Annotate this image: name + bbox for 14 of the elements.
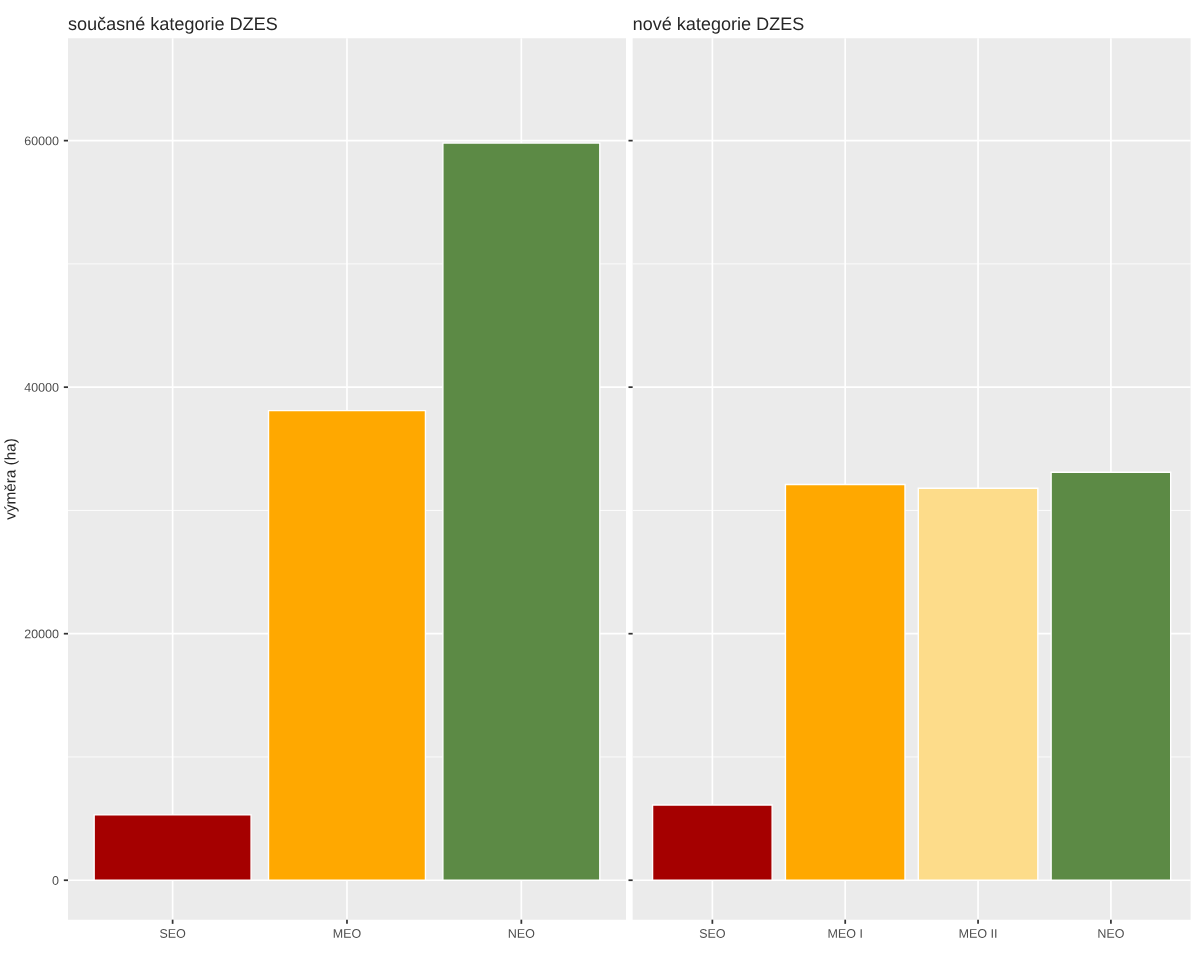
y-tick-label: 60000	[24, 136, 59, 146]
x-tick-label: NEO	[508, 929, 535, 938]
x-tick-label: SEO	[699, 929, 725, 938]
x-tick-label: SEO	[159, 929, 186, 938]
x-tick-label: NEO	[1098, 929, 1124, 938]
chart-title: nové kategorie DZES	[633, 16, 804, 34]
chart-title: současné kategorie DZES	[68, 16, 277, 34]
y-axis-title: výměra (ha)	[4, 439, 19, 520]
y-tick-label: 40000	[24, 382, 59, 392]
y-tick-label: 0	[52, 876, 59, 885]
x-tick-label: MEO	[333, 929, 361, 938]
x-tick-label: MEO I	[828, 929, 862, 938]
x-tick-label: MEO II	[959, 929, 997, 938]
y-tick-label: 20000	[24, 629, 59, 639]
